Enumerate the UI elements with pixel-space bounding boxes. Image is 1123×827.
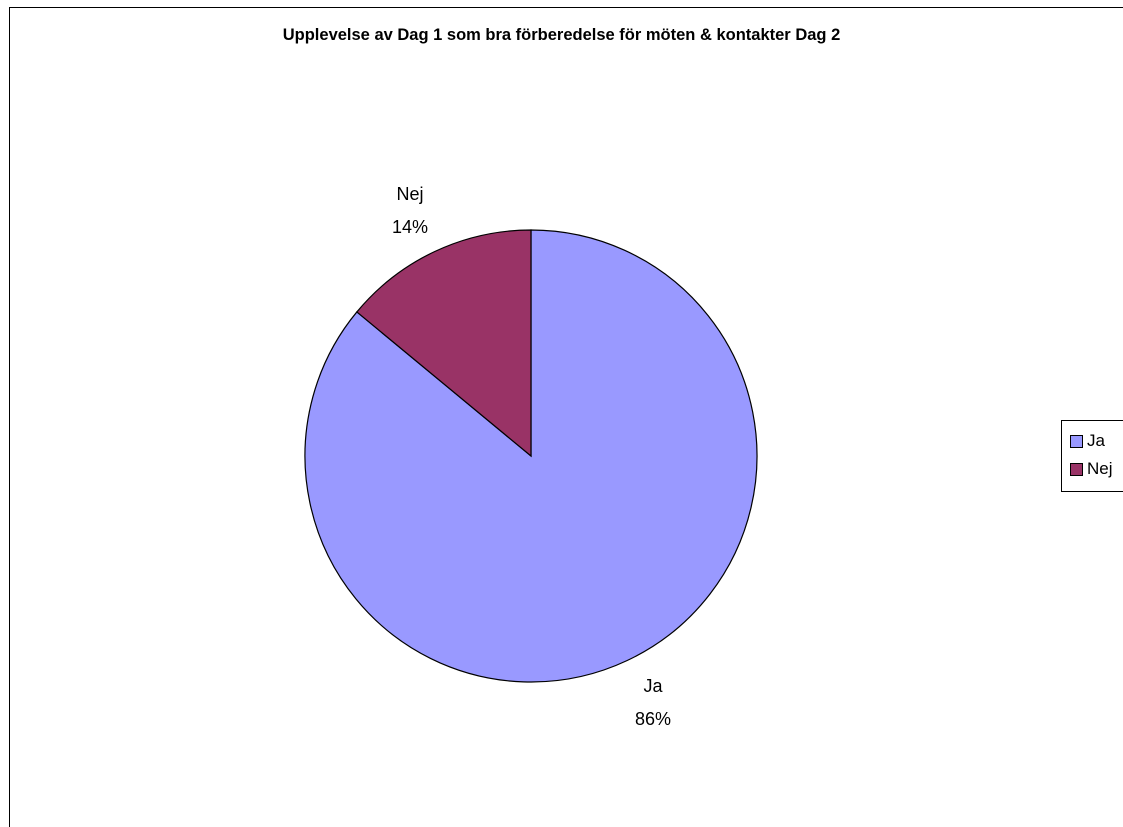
- chart-title: Upplevelse av Dag 1 som bra förberedelse…: [282, 26, 841, 44]
- chart-legend: Ja Nej: [1061, 420, 1123, 492]
- legend-swatch-nej: [1070, 462, 1083, 476]
- legend-label-nej: Nej: [1087, 459, 1113, 478]
- legend-item-ja: Ja: [1070, 427, 1123, 455]
- data-label-ja-percent: 86%: [635, 709, 671, 729]
- pie-slice-nej: [356, 229, 532, 458]
- data-label-ja-category: Ja: [643, 676, 663, 696]
- legend-label-ja: Ja: [1087, 431, 1105, 450]
- data-label-nej-category: Nej: [396, 184, 423, 204]
- legend-item-nej: Nej: [1070, 455, 1123, 483]
- legend-swatch-ja: [1070, 434, 1083, 448]
- data-label-nej-percent: 14%: [392, 217, 428, 237]
